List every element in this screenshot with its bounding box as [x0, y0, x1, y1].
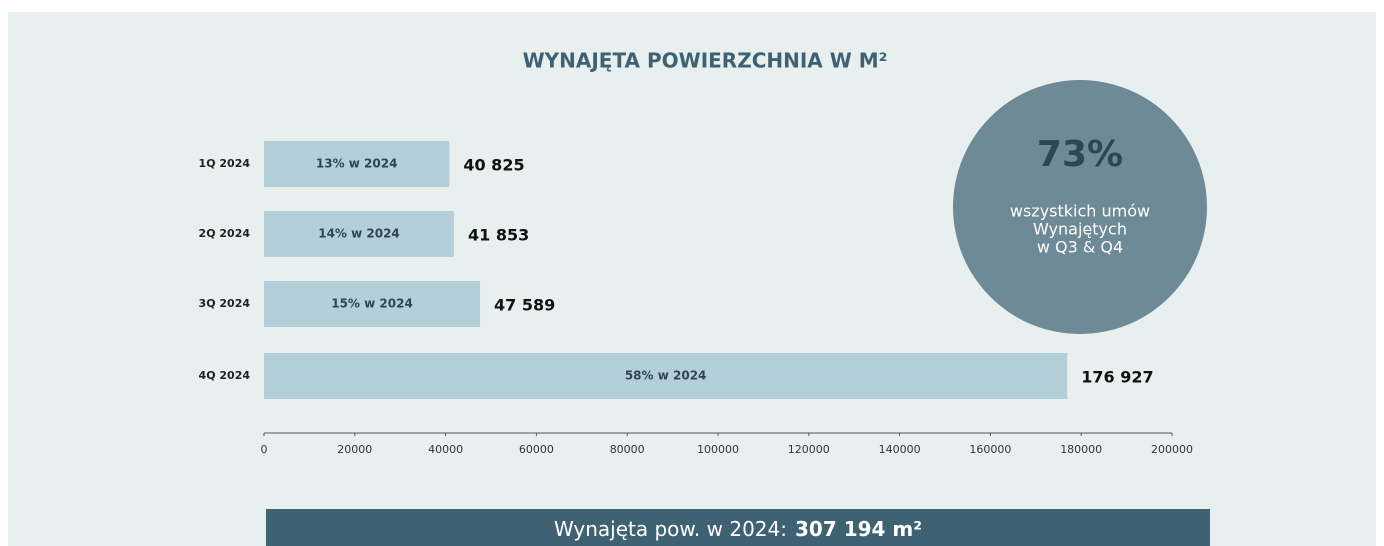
bar [264, 353, 1068, 399]
x-tick-label: 160000 [969, 443, 1011, 456]
value-label: 176 927 [1081, 368, 1153, 387]
x-tick-label: 60000 [519, 443, 554, 456]
bar [264, 281, 481, 327]
summary-value: 307 194 m² [795, 517, 922, 541]
y-tick-label: 1Q 2024 [199, 157, 251, 170]
summary-banner [266, 509, 1210, 546]
x-tick-label: 180000 [1060, 443, 1102, 456]
value-label: 47 589 [494, 296, 555, 315]
callout-line: w Q3 & Q4 [1037, 238, 1123, 257]
callout-line: wszystkich umów [1010, 202, 1150, 221]
x-tick-label: 80000 [610, 443, 645, 456]
x-tick-label: 140000 [879, 443, 921, 456]
x-tick-label: 20000 [337, 443, 372, 456]
x-tick-label: 120000 [788, 443, 830, 456]
bar [264, 211, 455, 257]
y-tick-label: 3Q 2024 [199, 297, 251, 310]
bar-label: 15% w 2024 [331, 297, 413, 311]
chart-title: WYNAJĘTA POWIERZCHNIA W M² [523, 49, 888, 73]
value-label: 41 853 [468, 226, 529, 245]
x-tick-label: 100000 [697, 443, 739, 456]
bar-label: 14% w 2024 [318, 227, 400, 241]
bar-label: 13% w 2024 [316, 157, 398, 171]
bar [264, 141, 450, 187]
value-label: 40 825 [463, 156, 524, 175]
bar-label: 58% w 2024 [625, 369, 707, 383]
callout-circle [953, 80, 1207, 334]
y-tick-label: 4Q 2024 [199, 369, 251, 382]
y-tick-label: 2Q 2024 [199, 227, 251, 240]
callout-value: 73% [1037, 134, 1123, 175]
summary-label: Wynajęta pow. w 2024: [554, 517, 787, 541]
x-tick-label: 40000 [428, 443, 463, 456]
x-tick-label: 0 [261, 443, 268, 456]
summary: Wynajęta pow. w 2024: 307 194 m² [554, 517, 922, 541]
x-tick-label: 200000 [1151, 443, 1193, 456]
callout-line: Wynajętych [1033, 220, 1127, 239]
